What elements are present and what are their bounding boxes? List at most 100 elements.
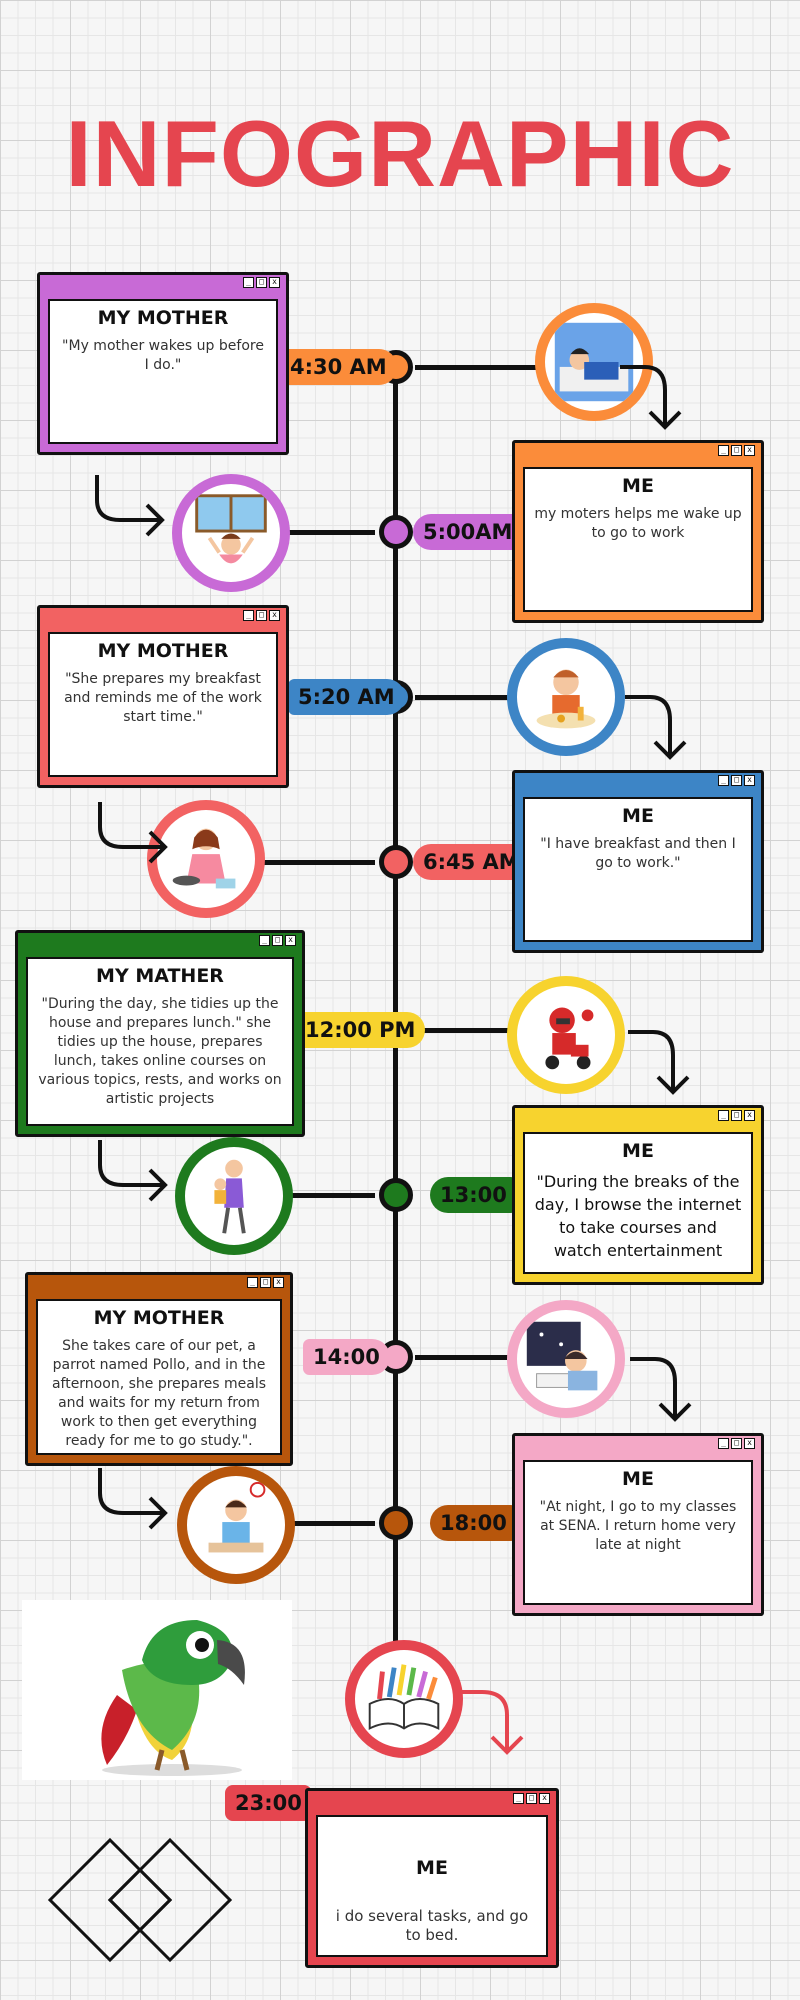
connector-line: [415, 695, 510, 700]
time-pill: 5:20 AM: [288, 679, 405, 715]
studying-night-icon: [507, 1300, 625, 1418]
maximize-icon[interactable]: □: [256, 277, 267, 288]
window-titlebar: _ □ x: [515, 1436, 761, 1454]
card-text: my moters helps me wake up to go to work: [534, 506, 742, 541]
window-controls: _ □ x: [718, 1110, 755, 1121]
card-content: ME "I have breakfast and then I go to wor…: [523, 797, 753, 942]
me-card: _ □ x ME "At night, I go to my classes at SE…: [512, 1433, 764, 1616]
card-text: She takes care of our pet, a parrot name…: [51, 1338, 267, 1449]
minimize-icon[interactable]: _: [513, 1793, 524, 1804]
window-titlebar: _ □ x: [40, 275, 286, 293]
card-text: "My mother wakes up before I do.": [62, 338, 264, 373]
timeline-node: [379, 845, 413, 879]
maximize-icon[interactable]: □: [731, 1110, 742, 1121]
maximize-icon[interactable]: □: [731, 445, 742, 456]
parrot-image: [22, 1600, 292, 1780]
window-controls: _ □ x: [243, 610, 280, 621]
window-controls: _ □ x: [247, 1277, 284, 1288]
minimize-icon[interactable]: _: [243, 277, 254, 288]
connector-line: [415, 365, 540, 370]
card-content: MY MOTHER "My mother wakes up before I do…: [48, 299, 278, 444]
close-icon[interactable]: x: [273, 1277, 284, 1288]
page-title: INFOGRAPHIC: [65, 101, 735, 206]
connector-line: [415, 1028, 510, 1033]
card-content: MY MOTHER She takes care of our pet, a pa…: [36, 1299, 282, 1455]
minimize-icon[interactable]: _: [718, 445, 729, 456]
window-controls: _ □ x: [718, 775, 755, 786]
maximize-icon[interactable]: □: [731, 1438, 742, 1449]
arrow-icon: [628, 1030, 708, 1110]
maximize-icon[interactable]: □: [272, 935, 283, 946]
time-pill: 13:00: [430, 1177, 517, 1213]
window-controls: _ □ x: [718, 445, 755, 456]
card-content: ME "During the breaks of the day, I brows…: [523, 1132, 753, 1274]
breakfast-boy-icon: [507, 638, 625, 756]
window-titlebar: _ □ x: [40, 608, 286, 626]
diamond-logo-icon: [40, 1830, 240, 1970]
arrow-icon: [95, 475, 175, 555]
close-icon[interactable]: x: [269, 610, 280, 621]
close-icon[interactable]: x: [744, 445, 755, 456]
card-content: ME my moters helps me wake up to go to wo…: [523, 467, 753, 612]
arrow-icon: [98, 1468, 178, 1548]
arrow-icon: [98, 802, 178, 882]
card-text: "At night, I go to my classes at SENA. I…: [539, 1499, 737, 1553]
time-pill: 6:45 AM: [413, 844, 530, 880]
minimize-icon[interactable]: _: [718, 1438, 729, 1449]
card-heading: ME: [622, 1140, 654, 1162]
close-icon[interactable]: x: [539, 1793, 550, 1804]
card-heading: MY MATHER: [96, 965, 224, 987]
card-heading: ME: [622, 805, 654, 827]
mother-card: _ □ x MY MOTHER She takes care of our pet, a…: [25, 1272, 293, 1466]
window-titlebar: _ □ x: [515, 1108, 761, 1126]
window-controls: _ □ x: [243, 277, 280, 288]
minimize-icon[interactable]: _: [718, 1110, 729, 1121]
close-icon[interactable]: x: [285, 935, 296, 946]
minimize-icon[interactable]: _: [243, 610, 254, 621]
mother-card: _ □ x MY MOTHER "My mother wakes up before I…: [37, 272, 289, 455]
card-content: ME "At night, I go to my classes at SENA.…: [523, 1460, 753, 1605]
window-titlebar: _ □ x: [308, 1791, 556, 1809]
minimize-icon[interactable]: _: [259, 935, 270, 946]
minimize-icon[interactable]: _: [718, 775, 729, 786]
window-controls: _ □ x: [513, 1793, 550, 1804]
card-heading: MY MOTHER: [97, 307, 229, 329]
arrow-icon: [620, 365, 700, 445]
maximize-icon[interactable]: □: [260, 1277, 271, 1288]
window-controls: _ □ x: [259, 935, 296, 946]
connector-line: [415, 1355, 510, 1360]
close-icon[interactable]: x: [744, 1438, 755, 1449]
boy-at-desk-icon: [177, 1466, 295, 1584]
time-pill: 14:00: [303, 1339, 390, 1375]
arrow-icon: [625, 695, 705, 775]
arrow-icon: [462, 1690, 542, 1770]
connector-line: [290, 1521, 375, 1526]
mother-child-icon: [175, 1137, 293, 1255]
me-card: _ □ x ME "I have breakfast and then I go to …: [512, 770, 764, 953]
card-heading: ME: [622, 475, 654, 497]
card-text: "She prepares my breakfast and reminds m…: [64, 671, 262, 725]
card-heading: MY MOTHER: [93, 1307, 225, 1329]
window-controls: _ □ x: [718, 1438, 755, 1449]
minimize-icon[interactable]: _: [247, 1277, 258, 1288]
cooking-mother-icon: [147, 800, 265, 918]
connector-line: [280, 530, 375, 535]
open-book-icon: [345, 1640, 463, 1758]
card-text: "During the day, she tidies up the house…: [38, 996, 282, 1107]
window-titlebar: _ □ x: [515, 443, 761, 461]
timeline-node: [379, 515, 413, 549]
window-titlebar: _ □ x: [18, 933, 302, 951]
maximize-icon[interactable]: □: [526, 1793, 537, 1804]
connector-line: [290, 1193, 375, 1198]
close-icon[interactable]: x: [744, 775, 755, 786]
connector-line: [260, 860, 375, 865]
close-icon[interactable]: x: [269, 277, 280, 288]
close-icon[interactable]: x: [744, 1110, 755, 1121]
delivery-rider-icon: [507, 976, 625, 1094]
maximize-icon[interactable]: □: [731, 775, 742, 786]
time-pill: 5:00AM: [413, 514, 523, 550]
card-text: i do several tasks, and go to bed.: [335, 1907, 529, 1944]
me-card: _ □ x ME my moters helps me wake up to go to…: [512, 440, 764, 623]
card-heading: MY MOTHER: [97, 640, 229, 662]
maximize-icon[interactable]: □: [256, 610, 267, 621]
